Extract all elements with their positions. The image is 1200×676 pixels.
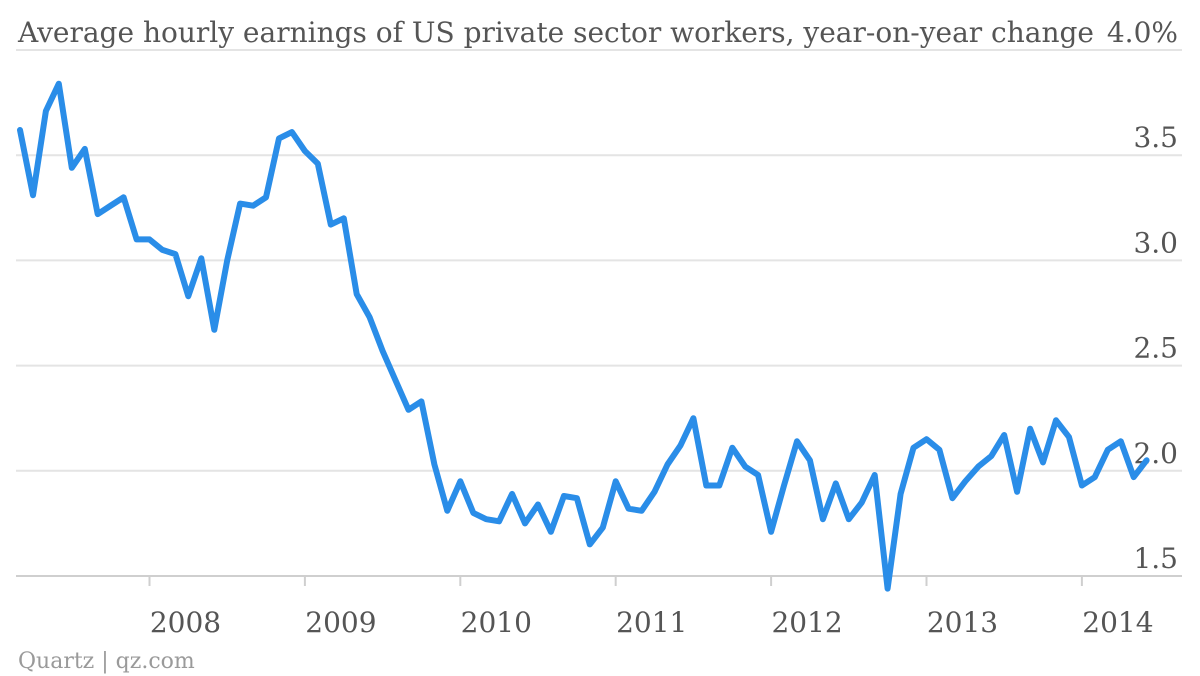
x-tick-label: 2014 [1082, 606, 1153, 639]
x-tick-label: 2009 [305, 606, 376, 639]
y-tick-label: 3.0 [1133, 226, 1178, 259]
gridlines [16, 49, 1182, 577]
x-tick-label: 2010 [461, 606, 532, 639]
y-tick-label: 3.5 [1133, 121, 1178, 154]
y-tick-label: 1.5 [1133, 542, 1178, 575]
x-tick-label: 2012 [771, 606, 842, 639]
x-tick-label: 2008 [150, 606, 221, 639]
y-axis: 4.0%3.53.02.52.01.5 [1107, 16, 1178, 575]
series-line [17, 80, 1150, 592]
x-tick-label: 2011 [616, 606, 687, 639]
y-tick-label: 4.0% [1107, 16, 1178, 49]
source-credit: Quartz | qz.com [18, 649, 195, 674]
y-tick-label: 2.5 [1133, 332, 1178, 365]
x-axis: 2008 2009 2010 2011 2012 2013 2014 [148, 576, 1154, 639]
chart-title: Average hourly earnings of US private se… [17, 16, 1094, 49]
x-tick-label: 2013 [927, 606, 998, 639]
